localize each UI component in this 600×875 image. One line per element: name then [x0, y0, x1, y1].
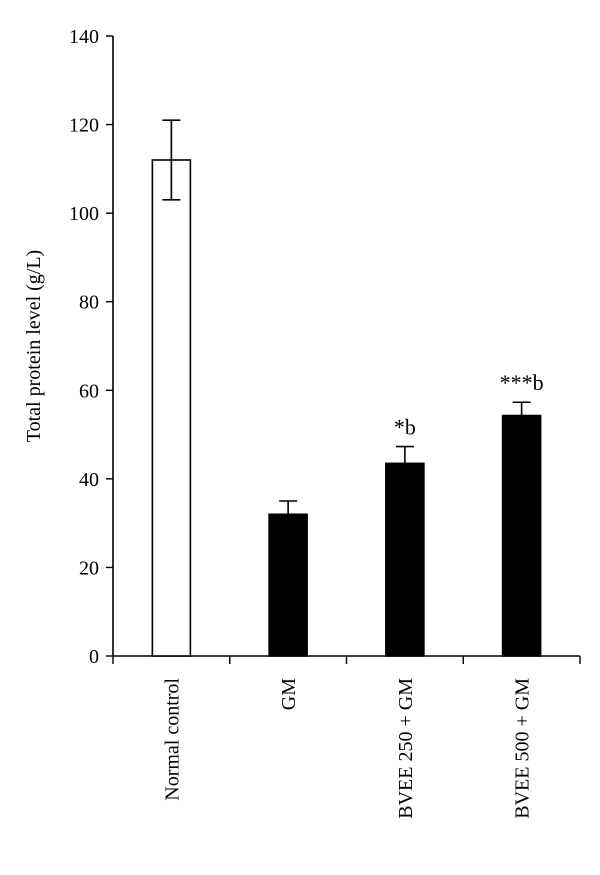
y-tick-label: 140: [69, 26, 99, 48]
error-bar: [162, 119, 181, 201]
error-bar: [279, 500, 298, 515]
y-tick-label: 0: [89, 646, 99, 668]
x-category-label: BVEE 500 + GM: [512, 678, 534, 819]
x-category-label: BVEE 250 + GM: [395, 678, 417, 819]
x-category-label: Normal control: [161, 678, 183, 801]
y-tick-label: 100: [69, 203, 99, 225]
y-tick-label: 120: [69, 115, 99, 137]
bar: [268, 513, 308, 657]
bar: [385, 462, 425, 657]
bar: [501, 414, 542, 657]
x-category-label: GM: [278, 678, 300, 710]
y-tick-label: 20: [79, 557, 99, 579]
error-bar: [512, 401, 531, 416]
y-tick-label: 80: [79, 292, 99, 314]
y-tick-label: 60: [79, 380, 99, 402]
y-axis: 0 20 40 60 80 100 120 140: [69, 26, 114, 668]
x-axis: Normal control GM BVEE 250 + GM BVEE 500 + …: [112, 655, 581, 819]
bars: *b ***b: [151, 119, 544, 657]
bar: [151, 159, 192, 657]
y-axis-title: Total protein level (g/L): [23, 250, 45, 442]
y-tick-label: 40: [79, 469, 99, 491]
significance-annotation: ***b: [500, 370, 544, 395]
significance-annotation: *b: [394, 415, 416, 440]
error-bar: [395, 445, 414, 464]
